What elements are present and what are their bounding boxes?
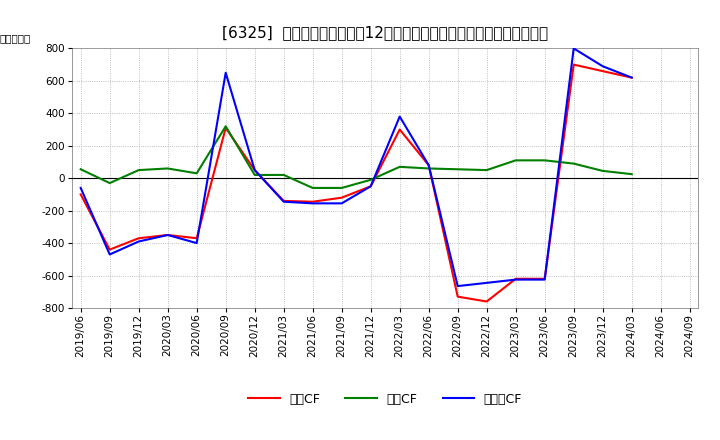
- 投資CF: [221, 124, 230, 129]
- Legend: 営業CF, 投資CF, フリーCF: 営業CF, 投資CF, フリーCF: [243, 388, 527, 411]
- フリーCF: [338, 201, 346, 206]
- フリーCF: [454, 283, 462, 289]
- 営業CF: [338, 195, 346, 200]
- 投資CF: [105, 180, 114, 186]
- フリーCF: [541, 277, 549, 282]
- 投資CF: [424, 166, 433, 171]
- フリーCF: [308, 201, 317, 206]
- フリーCF: [424, 162, 433, 168]
- 営業CF: [424, 162, 433, 168]
- フリーCF: [511, 277, 520, 282]
- 投資CF: [251, 172, 259, 178]
- フリーCF: [570, 46, 578, 51]
- フリーCF: [135, 239, 143, 244]
- 営業CF: [279, 198, 288, 204]
- 営業CF: [366, 183, 375, 189]
- 営業CF: [511, 276, 520, 282]
- フリーCF: [482, 280, 491, 286]
- フリーCF: [251, 168, 259, 173]
- 投資CF: [366, 177, 375, 183]
- フリーCF: [598, 64, 607, 69]
- 投資CF: [570, 161, 578, 166]
- 投資CF: [135, 168, 143, 173]
- 投資CF: [482, 168, 491, 173]
- 投資CF: [279, 172, 288, 178]
- 投資CF: [163, 166, 172, 171]
- フリーCF: [163, 232, 172, 238]
- 投資CF: [598, 168, 607, 173]
- フリーCF: [366, 183, 375, 189]
- Line: フリーCF: フリーCF: [81, 48, 631, 286]
- Y-axis label: （百万円）: （百万円）: [0, 33, 31, 43]
- 投資CF: [338, 185, 346, 191]
- 投資CF: [192, 171, 201, 176]
- フリーCF: [395, 114, 404, 119]
- 営業CF: [570, 62, 578, 67]
- 投資CF: [395, 164, 404, 169]
- Title: [6325]  キャッシュフローの12か月移動合計の対前年同期増減額の推移: [6325] キャッシュフローの12か月移動合計の対前年同期増減額の推移: [222, 25, 548, 40]
- 投資CF: [454, 167, 462, 172]
- 投資CF: [627, 172, 636, 177]
- フリーCF: [105, 252, 114, 257]
- フリーCF: [221, 70, 230, 75]
- 営業CF: [598, 69, 607, 74]
- 営業CF: [308, 199, 317, 204]
- Line: 投資CF: 投資CF: [81, 126, 631, 188]
- 営業CF: [395, 127, 404, 132]
- 営業CF: [105, 247, 114, 252]
- フリーCF: [279, 199, 288, 204]
- 営業CF: [163, 232, 172, 238]
- 営業CF: [192, 235, 201, 241]
- 投資CF: [308, 185, 317, 191]
- 投資CF: [511, 158, 520, 163]
- 投資CF: [541, 158, 549, 163]
- 営業CF: [135, 235, 143, 241]
- 営業CF: [76, 192, 85, 197]
- Line: 営業CF: 営業CF: [81, 65, 631, 301]
- 営業CF: [627, 75, 636, 80]
- 営業CF: [251, 168, 259, 173]
- 営業CF: [454, 294, 462, 299]
- 営業CF: [541, 276, 549, 282]
- フリーCF: [76, 185, 85, 191]
- 投資CF: [76, 167, 85, 172]
- フリーCF: [627, 75, 636, 80]
- 営業CF: [482, 299, 491, 304]
- フリーCF: [192, 240, 201, 246]
- 営業CF: [221, 125, 230, 131]
